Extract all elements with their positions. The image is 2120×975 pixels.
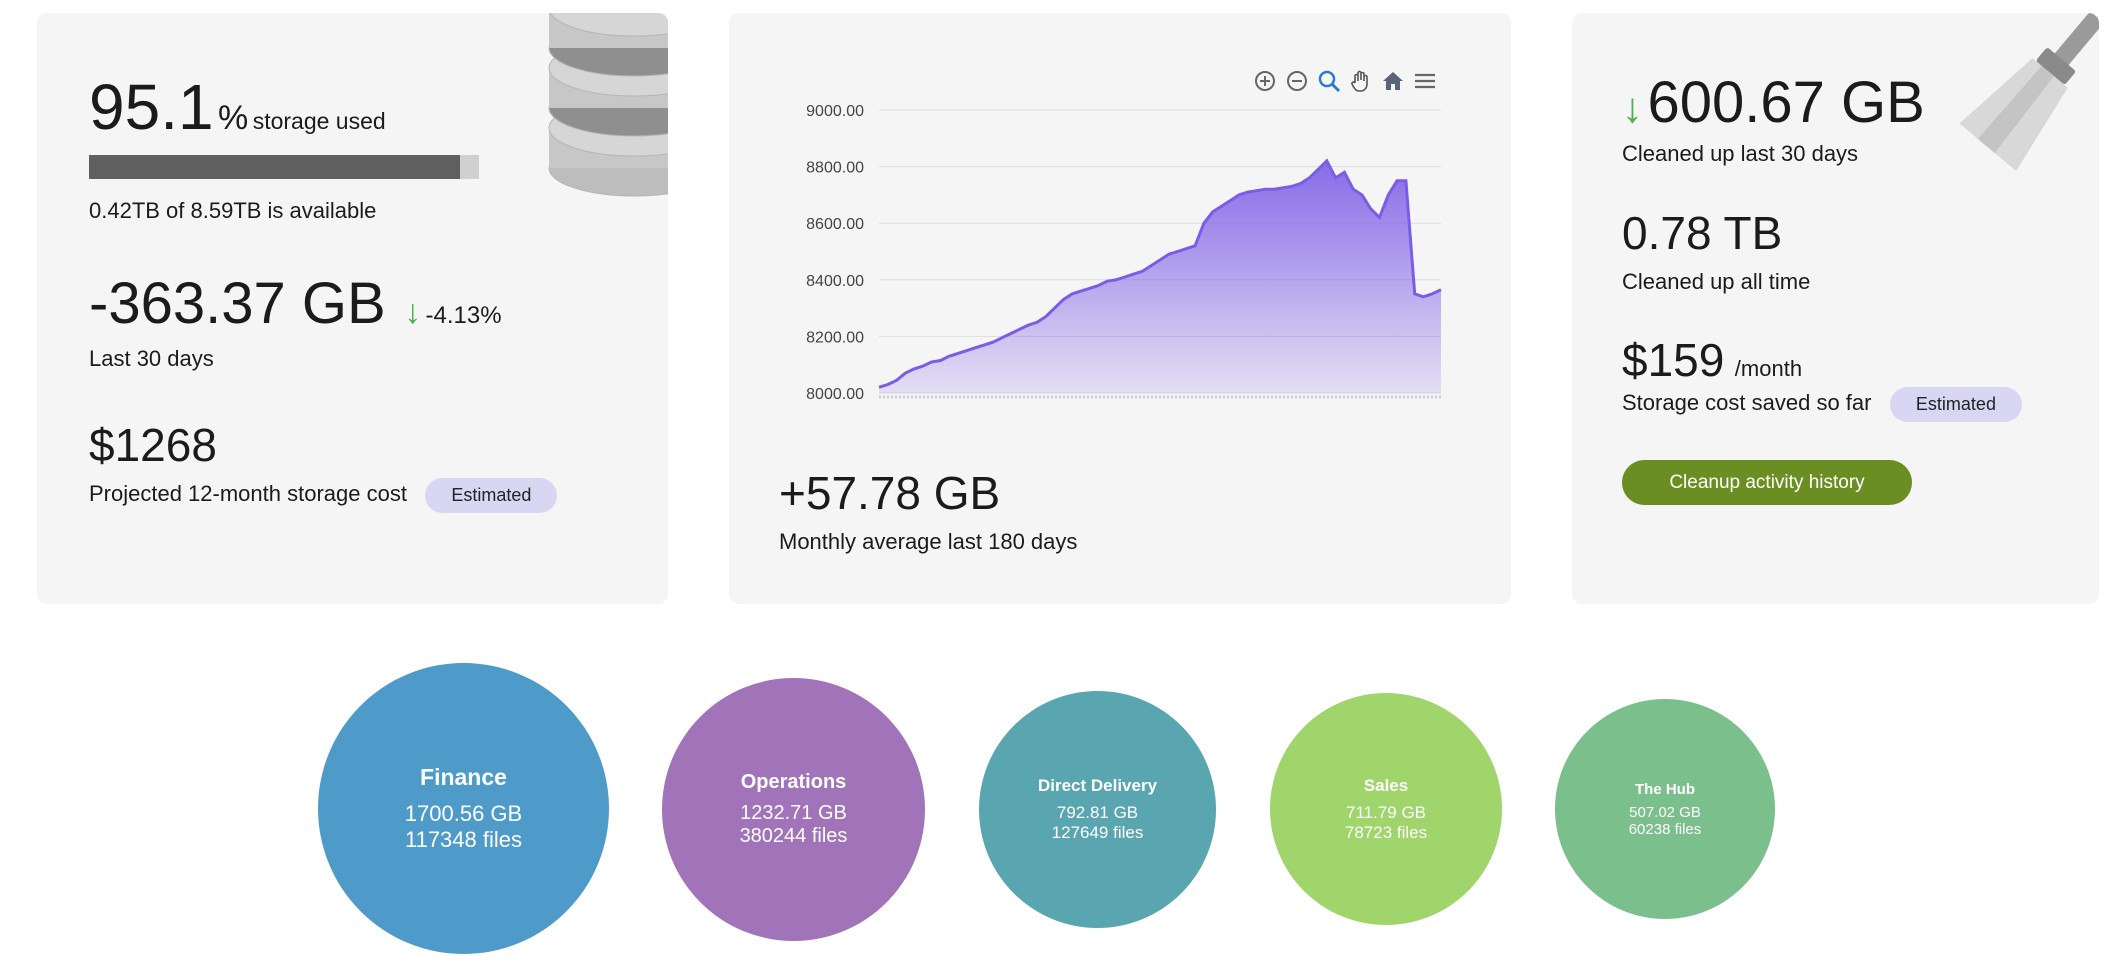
department-size: 711.79 GB: [1345, 802, 1427, 822]
saved-value: $159: [1622, 334, 1725, 386]
zoom-select-icon[interactable]: [1317, 69, 1341, 93]
storage-trend-chart: 9000.00 8800.00 8600.00 8400.00 8200.00 8000.…: [806, 103, 1442, 403]
storage-change-row: -363.37 GB ↓ -4.13%: [89, 275, 502, 333]
cleaned-all-value: 0.78 TB: [1622, 207, 1783, 259]
chart-y-tick-label: 8200.00: [806, 329, 864, 346]
zoom-out-icon[interactable]: [1285, 69, 1309, 93]
storage-progress-fill: [89, 155, 460, 179]
department-bubble-finance[interactable]: Finance 1700.56 GB 117348 files: [318, 663, 609, 954]
cleaned-30-value: 600.67 GB: [1647, 70, 1925, 135]
department-bubble-sales[interactable]: Sales 711.79 GB 78723 files: [1270, 693, 1502, 925]
projected-cost-value: $1268: [89, 419, 217, 471]
department-files: 60238 files: [1628, 820, 1702, 838]
department-bubble-direct-delivery[interactable]: Direct Delivery 792.81 GB 127649 files: [979, 691, 1216, 928]
chart-y-tick-label: 8400.00: [806, 273, 864, 290]
estimated-badge: Estimated: [1889, 387, 2022, 422]
chart-y-tick-label: 9000.00: [806, 103, 864, 120]
department-size: 792.81 GB: [1056, 803, 1139, 822]
change-period-label: Last 30 days: [89, 346, 214, 371]
department-name: Finance: [420, 764, 507, 790]
storage-percent-value: 95.1: [89, 71, 214, 143]
department-size: 1232.71 GB: [740, 802, 847, 824]
storage-change-value: -363.37 GB: [89, 271, 386, 336]
chart-y-tick-label: 8800.00: [806, 160, 864, 177]
storage-change-percent: -4.13%: [425, 302, 502, 329]
database-icon: [548, 13, 668, 197]
percent-sign: %: [218, 99, 249, 137]
department-files: 127649 files: [1051, 823, 1144, 842]
monthly-average-value: +57.78 GB: [779, 467, 1001, 519]
cleaned-30-label: Cleaned up last 30 days: [1622, 141, 1859, 166]
department-bubble-operations[interactable]: Operations 1232.71 GB 380244 files: [662, 678, 925, 941]
department-files: 78723 files: [1344, 822, 1428, 842]
storage-percent-row: 95.1 % storage used: [89, 75, 386, 139]
saved-row: $159 /month: [1622, 333, 1802, 387]
saved-unit: /month: [1734, 356, 1803, 381]
saved-label-row: Storage cost saved so far Estimated: [1622, 387, 2022, 422]
saved-label: Storage cost saved so far: [1622, 390, 1872, 415]
arrow-down-icon: ↓: [1622, 84, 1643, 131]
home-icon[interactable]: [1381, 69, 1405, 93]
department-size: 1700.56 GB: [404, 801, 523, 826]
estimated-badge: Estimated: [425, 478, 558, 513]
chart-y-tick-label: 8000.00: [806, 386, 864, 403]
cleanup-history-button[interactable]: Cleanup activity history: [1622, 460, 1912, 505]
department-files: 380244 files: [739, 825, 848, 847]
projected-cost-label: Projected 12-month storage cost: [89, 481, 407, 506]
pan-hand-icon[interactable]: [1349, 69, 1373, 93]
available-text: 0.42TB of 8.59TB is available: [89, 198, 377, 223]
department-name: Operations: [740, 771, 847, 793]
chart-area-fill: [879, 160, 1441, 393]
department-files: 117348 files: [404, 827, 522, 852]
zoom-in-icon[interactable]: [1253, 69, 1277, 93]
cleaned-30-row: ↓ 600.67 GB: [1622, 69, 1925, 136]
projected-cost-row: Projected 12-month storage cost Estimate…: [89, 478, 558, 513]
storage-used-label: storage used: [252, 108, 386, 134]
storage-usage-card: 95.1 % storage used 0.42TB of 8.59TB is …: [37, 13, 668, 604]
storage-progress-bar: [89, 155, 479, 179]
storage-growth-card: 9000.00 8800.00 8600.00 8400.00 8200.00 8000.…: [729, 13, 1511, 604]
department-name: Sales: [1363, 775, 1409, 795]
department-bubble-the-hub[interactable]: The Hub 507.02 GB 60238 files: [1555, 699, 1775, 919]
monthly-average-label: Monthly average last 180 days: [779, 529, 1078, 554]
cleanup-card: ↓ 600.67 GB Cleaned up last 30 days 0.78…: [1572, 13, 2099, 604]
department-name: The Hub: [1635, 780, 1695, 798]
chart-toolbar: [1253, 69, 1437, 93]
arrow-down-icon: ↓: [404, 293, 422, 331]
department-name: Direct Delivery: [1037, 776, 1158, 795]
chart-series-line: [878, 158, 1442, 389]
cleaned-all-label: Cleaned up all time: [1622, 269, 1811, 294]
department-size: 507.02 GB: [1629, 803, 1701, 821]
broom-icon: [1959, 13, 2099, 172]
menu-icon[interactable]: [1413, 69, 1437, 93]
chart-y-tick-label: 8600.00: [806, 216, 864, 233]
